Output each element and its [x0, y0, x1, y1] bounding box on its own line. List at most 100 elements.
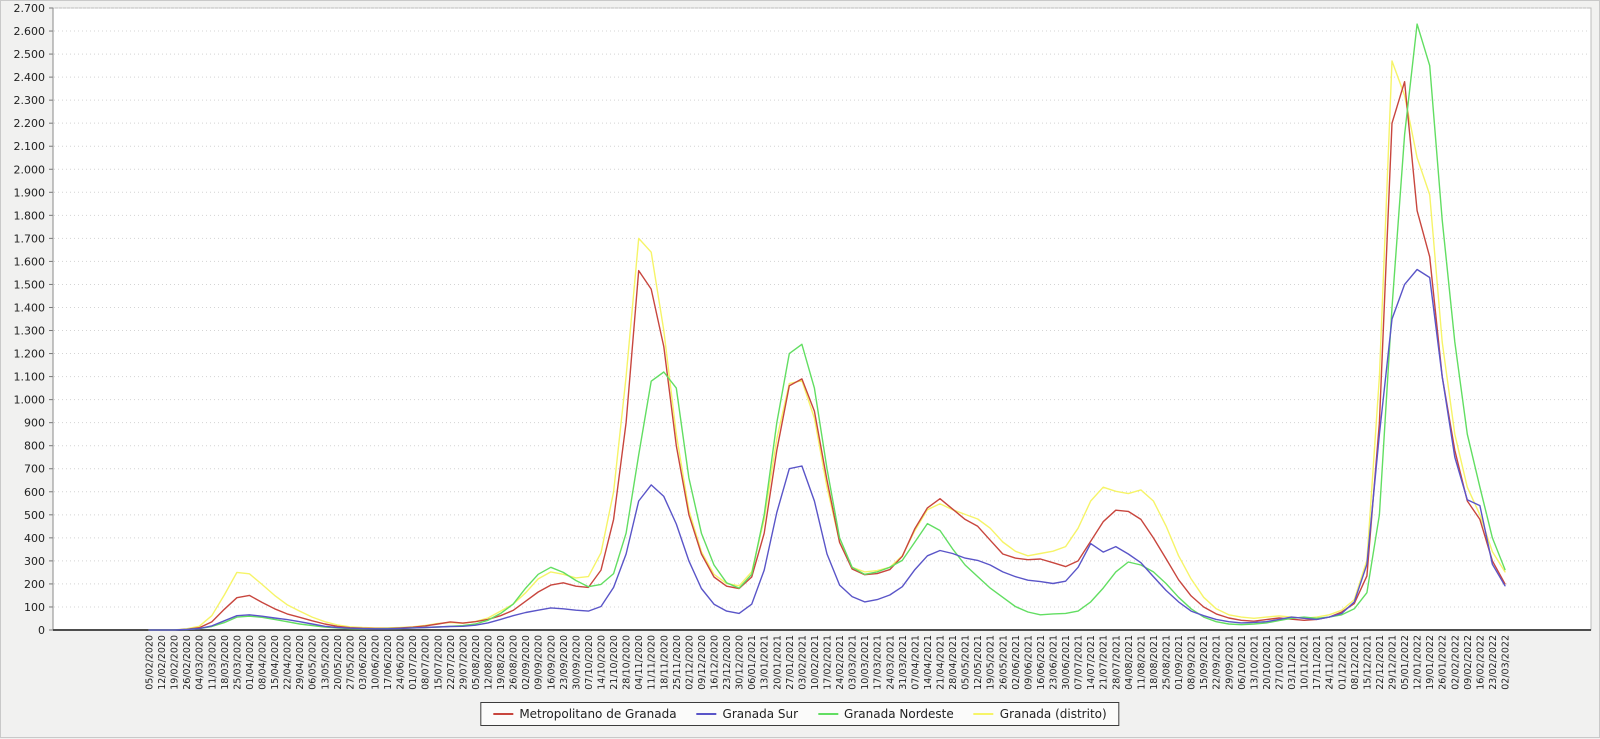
x-tick-label: 03/02/2021: [797, 635, 808, 690]
x-tick-label: 29/12/2021: [1388, 635, 1399, 690]
x-tick-label: 25/11/2020: [672, 635, 683, 690]
x-tick-label: 24/02/2021: [835, 635, 846, 690]
x-tick-label: 14/10/2020: [597, 635, 608, 690]
x-tick-label: 30/06/2021: [1061, 635, 1072, 690]
legend-item-granada-nordeste: Granada Nordeste: [818, 707, 954, 721]
y-tick-label: 200: [24, 578, 45, 591]
y-tick-label: 1.800: [14, 209, 46, 222]
legend-item-metropolitano-de-granada: Metropolitano de Granada: [493, 707, 677, 721]
x-tick-label: 12/01/2022: [1413, 635, 1424, 690]
x-tick-label: 06/05/2020: [308, 635, 319, 690]
x-tick-label: 09/06/2021: [1023, 635, 1034, 690]
x-tick-label: 11/11/2020: [647, 635, 658, 690]
y-tick-label: 1.100: [14, 371, 46, 384]
legend-label: Granada Sur: [722, 707, 799, 721]
x-tick-label: 15/09/2021: [1199, 635, 1210, 690]
y-tick-label: 2.500: [14, 48, 46, 61]
x-tick-label: 09/09/2020: [534, 635, 545, 690]
legend-color-line: [696, 713, 717, 715]
y-tick-label: 1.700: [14, 232, 46, 245]
y-tick-label: 1.400: [14, 301, 46, 314]
x-tick-label: 10/02/2021: [810, 635, 821, 690]
x-tick-label: 08/07/2020: [421, 635, 432, 690]
x-tick-label: 17/02/2021: [823, 635, 834, 690]
legend-color-line: [973, 713, 994, 715]
x-tick-label: 03/06/2020: [358, 635, 369, 690]
x-tick-label: 06/10/2021: [1237, 635, 1248, 690]
x-tick-label: 19/05/2021: [986, 635, 997, 690]
x-tick-label: 15/04/2020: [270, 635, 281, 690]
x-tick-label: 12/02/2020: [157, 635, 168, 690]
x-tick-label: 26/02/2020: [182, 635, 193, 690]
x-tick-label: 19/02/2020: [170, 635, 181, 690]
y-tick-label: 2.300: [14, 94, 46, 107]
legend-label: Granada (distrito): [999, 707, 1107, 721]
x-tick-label: 05/02/2020: [145, 635, 156, 690]
x-tick-label: 23/06/2021: [1049, 635, 1060, 690]
gridlines: [54, 7, 1590, 608]
plot-area: [52, 7, 1592, 631]
x-tick-label: 27/05/2020: [345, 635, 356, 690]
x-tick-label: 17/11/2021: [1312, 635, 1323, 690]
x-tick-label: 22/12/2021: [1375, 635, 1386, 690]
x-tick-label: 26/08/2020: [509, 635, 520, 690]
x-tick-label: 09/02/2022: [1463, 635, 1474, 690]
x-tick-label: 10/06/2020: [371, 635, 382, 690]
x-axis-labels: 05/02/2020 12/02/2020 19/02/2020 26/02/2020…: [145, 635, 1512, 690]
x-tick-label: 07/07/2021: [1074, 635, 1085, 690]
x-tick-label: 30/09/2020: [571, 635, 582, 690]
x-tick-label: 01/12/2021: [1337, 635, 1348, 690]
legend-label: Granada Nordeste: [844, 707, 954, 721]
x-tick-label: 28/07/2021: [1111, 635, 1122, 690]
y-tick-label: 2.000: [14, 163, 46, 176]
x-tick-label: 11/08/2021: [1136, 635, 1147, 690]
x-tick-label: 20/05/2020: [333, 635, 344, 690]
x-tick-label: 04/03/2020: [195, 635, 206, 690]
y-axis-labels: 0 100 200 300 400 500 600 700 800 900 1.000 1.100 1.…: [14, 2, 53, 637]
x-tick-label: 13/05/2020: [320, 635, 331, 690]
x-tick-label: 27/10/2021: [1275, 635, 1286, 690]
x-tick-label: 17/03/2021: [873, 635, 884, 690]
x-tick-label: 21/04/2021: [936, 635, 947, 690]
legend-item-granada-sur: Granada Sur: [696, 707, 799, 721]
x-tick-label: 12/05/2021: [973, 635, 984, 690]
y-tick-label: 700: [24, 463, 45, 476]
y-tick-label: 500: [24, 509, 45, 522]
y-tick-label: 900: [24, 417, 45, 430]
x-tick-label: 03/11/2021: [1287, 635, 1298, 690]
x-tick-label: 20/10/2021: [1262, 635, 1273, 690]
x-tick-label: 10/03/2021: [860, 635, 871, 690]
x-tick-label: 18/11/2020: [659, 635, 670, 690]
x-tick-label: 16/06/2021: [1036, 635, 1047, 690]
legend-item-granada-distrito: Granada (distrito): [973, 707, 1107, 721]
x-tick-label: 15/07/2020: [433, 635, 444, 690]
x-tick-label: 15/12/2021: [1362, 635, 1373, 690]
x-tick-label: 11/03/2020: [207, 635, 218, 690]
x-tick-label: 18/08/2021: [1149, 635, 1160, 690]
x-tick-label: 02/03/2022: [1501, 635, 1512, 690]
x-tick-label: 22/04/2020: [283, 635, 294, 690]
x-tick-label: 12/08/2020: [484, 635, 495, 690]
y-tick-label: 1.500: [14, 278, 46, 291]
y-tick-label: 1.200: [14, 348, 46, 361]
x-tick-label: 09/12/2020: [697, 635, 708, 690]
x-tick-label: 07/04/2021: [910, 635, 921, 690]
x-tick-label: 17/06/2020: [383, 635, 394, 690]
x-tick-label: 29/07/2020: [458, 635, 469, 690]
x-tick-label: 03/03/2021: [848, 635, 859, 690]
x-tick-label: 21/10/2020: [609, 635, 620, 690]
x-tick-label: 16/09/2020: [546, 635, 557, 690]
x-tick-label: 06/01/2021: [747, 635, 758, 690]
x-tick-label: 02/09/2020: [521, 635, 532, 690]
y-tick-label: 1.000: [14, 394, 46, 407]
x-tick-label: 01/04/2020: [245, 635, 256, 690]
x-tick-label: 23/09/2020: [559, 635, 570, 690]
y-tick-label: 600: [24, 486, 45, 499]
x-tick-label: 13/01/2021: [760, 635, 771, 690]
x-tick-label: 04/08/2021: [1124, 635, 1135, 690]
x-tick-label: 08/12/2021: [1350, 635, 1361, 690]
legend-label: Metropolitano de Granada: [519, 707, 677, 721]
x-tick-label: 14/07/2021: [1086, 635, 1097, 690]
x-tick-label: 31/03/2021: [898, 635, 909, 690]
